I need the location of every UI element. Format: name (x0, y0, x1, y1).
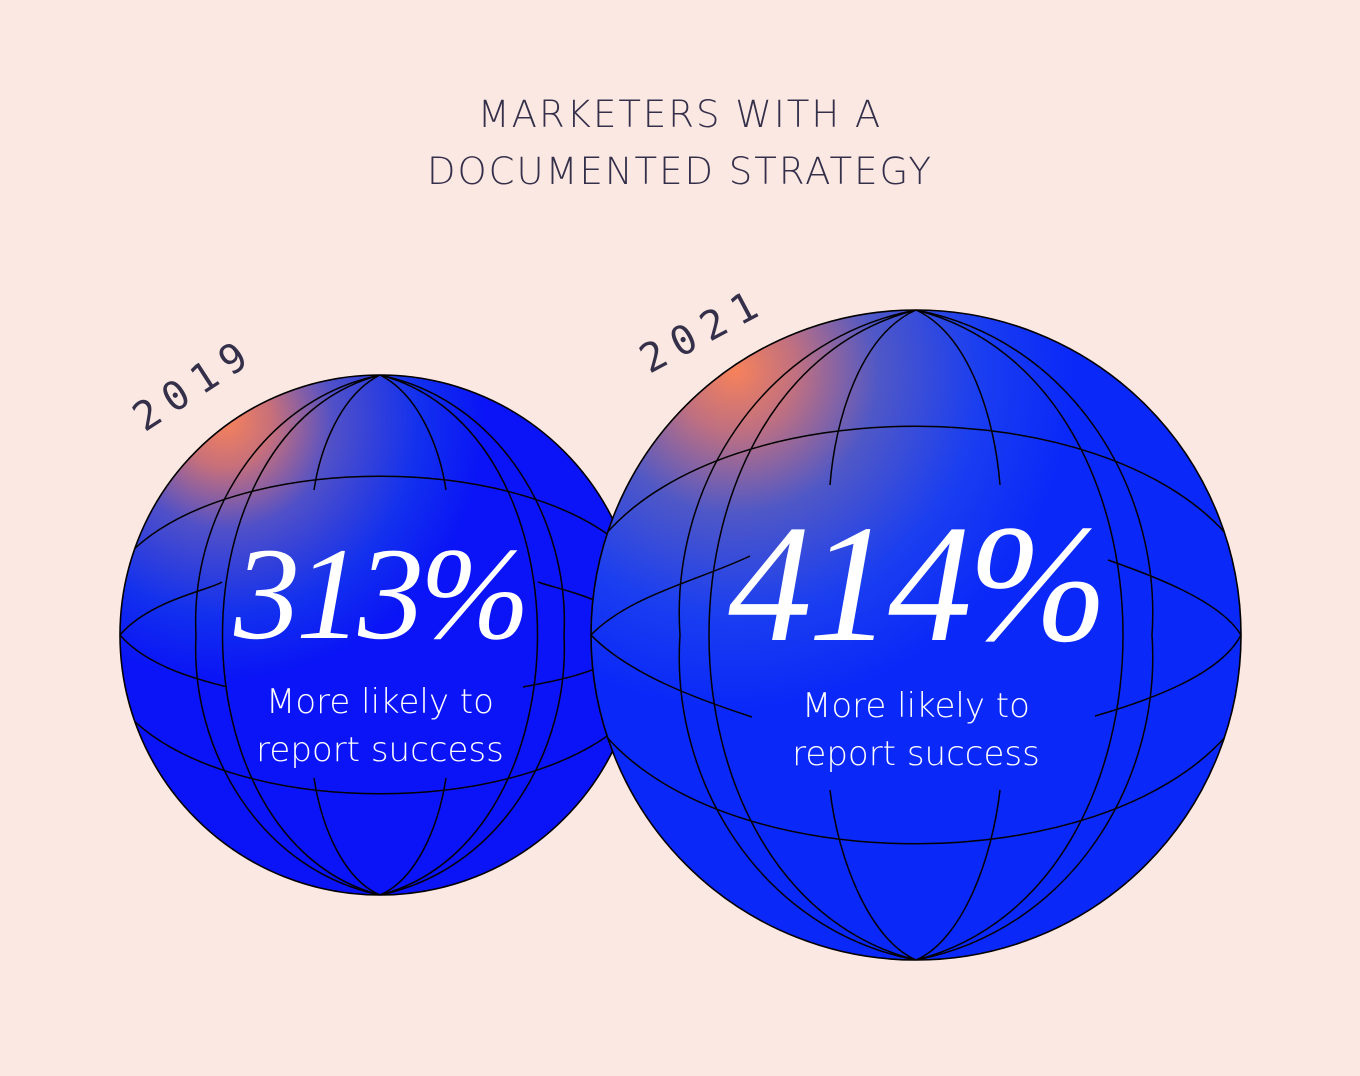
caption-line-1-2019: More likely to (266, 682, 494, 722)
percent-value-2019: 313% (234, 520, 530, 667)
title-line-1: MARKETERS WITH A (477, 93, 883, 136)
stat-2021: 414% More likely to report success (716, 500, 1116, 778)
globe-2019 (119, 374, 641, 896)
percent-value-2021: 414% (728, 491, 1108, 677)
stat-2019: 313% More likely to report success (200, 528, 560, 774)
caption-line-2-2019: report success (256, 730, 504, 770)
title-line-2: DOCUMENTED STRATEGY (427, 150, 933, 193)
chart-title: MARKETERS WITH A DOCUMENTED STRATEGY (0, 86, 1360, 200)
globe-2021 (590, 309, 1242, 961)
globe-2021-grid (591, 310, 1241, 960)
caption-line-1-2021: More likely to (802, 686, 1030, 726)
caption-line-2-2021: report success (792, 734, 1040, 774)
globe-2019-grid (120, 375, 640, 895)
